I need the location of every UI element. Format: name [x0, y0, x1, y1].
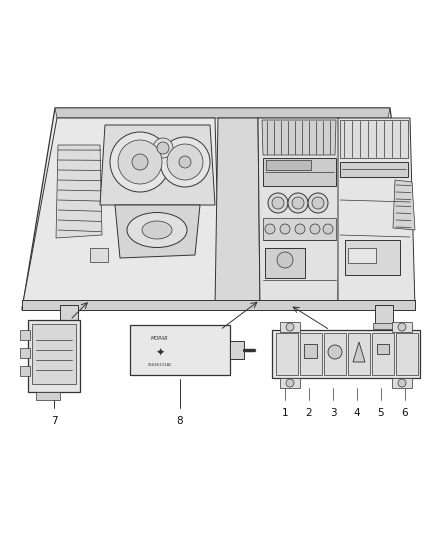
Polygon shape — [340, 120, 408, 158]
Circle shape — [398, 379, 406, 387]
Circle shape — [292, 197, 304, 209]
Bar — [372, 333, 394, 375]
Circle shape — [312, 197, 324, 209]
Bar — [32, 324, 76, 384]
Text: 7: 7 — [51, 416, 57, 426]
Circle shape — [179, 156, 191, 168]
Bar — [263, 158, 336, 186]
Text: 3: 3 — [330, 408, 336, 418]
Bar — [348, 248, 376, 263]
Circle shape — [160, 137, 210, 187]
Circle shape — [328, 345, 342, 359]
Bar — [20, 348, 30, 358]
Circle shape — [167, 144, 203, 180]
Bar — [230, 341, 244, 359]
Polygon shape — [115, 205, 200, 258]
Bar — [345, 240, 400, 275]
Polygon shape — [22, 118, 220, 308]
Circle shape — [132, 154, 148, 170]
Circle shape — [157, 142, 169, 154]
Text: 8: 8 — [177, 416, 184, 426]
Bar — [340, 162, 408, 177]
Circle shape — [272, 197, 284, 209]
Bar — [20, 330, 30, 340]
Polygon shape — [55, 108, 390, 118]
Circle shape — [323, 224, 333, 234]
Bar — [265, 248, 305, 278]
Polygon shape — [262, 120, 336, 155]
Text: 1: 1 — [282, 408, 288, 418]
Bar — [392, 378, 412, 388]
Circle shape — [118, 140, 162, 184]
Text: 6: 6 — [402, 408, 408, 418]
Circle shape — [280, 224, 290, 234]
Bar — [90, 248, 108, 262]
Text: MOPAR: MOPAR — [151, 336, 169, 342]
Bar — [324, 333, 346, 375]
Text: 56046131AC: 56046131AC — [148, 363, 173, 367]
Bar — [280, 322, 300, 332]
Bar — [36, 392, 60, 400]
Bar — [28, 320, 80, 392]
Bar — [263, 218, 336, 240]
Bar — [272, 330, 420, 378]
Text: 2: 2 — [306, 408, 312, 418]
Circle shape — [288, 193, 308, 213]
Circle shape — [268, 193, 288, 213]
Bar — [20, 366, 30, 376]
Circle shape — [286, 379, 294, 387]
Circle shape — [286, 323, 294, 331]
Circle shape — [153, 138, 173, 158]
Polygon shape — [215, 118, 260, 308]
Polygon shape — [100, 125, 215, 205]
Bar — [304, 344, 317, 358]
Polygon shape — [22, 300, 415, 310]
Bar — [396, 333, 418, 375]
Polygon shape — [338, 118, 415, 308]
Bar — [266, 160, 311, 170]
Polygon shape — [130, 325, 230, 375]
Circle shape — [310, 224, 320, 234]
Circle shape — [277, 252, 293, 268]
Polygon shape — [56, 145, 102, 238]
Bar — [58, 323, 80, 329]
Polygon shape — [258, 118, 340, 308]
Polygon shape — [22, 108, 415, 310]
Polygon shape — [353, 342, 365, 362]
Bar — [375, 305, 393, 327]
Text: ✦: ✦ — [155, 348, 165, 358]
Bar — [392, 322, 412, 332]
Bar — [276, 333, 298, 375]
Bar — [60, 305, 78, 327]
Circle shape — [265, 224, 275, 234]
Bar — [300, 333, 322, 375]
Circle shape — [398, 323, 406, 331]
Circle shape — [295, 224, 305, 234]
Circle shape — [308, 193, 328, 213]
Bar — [373, 323, 395, 329]
Ellipse shape — [142, 221, 172, 239]
Bar — [348, 333, 370, 375]
Ellipse shape — [127, 213, 187, 247]
Text: 5: 5 — [378, 408, 384, 418]
Text: 4: 4 — [354, 408, 360, 418]
Circle shape — [110, 132, 170, 192]
Polygon shape — [393, 180, 415, 230]
Bar — [377, 344, 389, 354]
Bar — [280, 378, 300, 388]
